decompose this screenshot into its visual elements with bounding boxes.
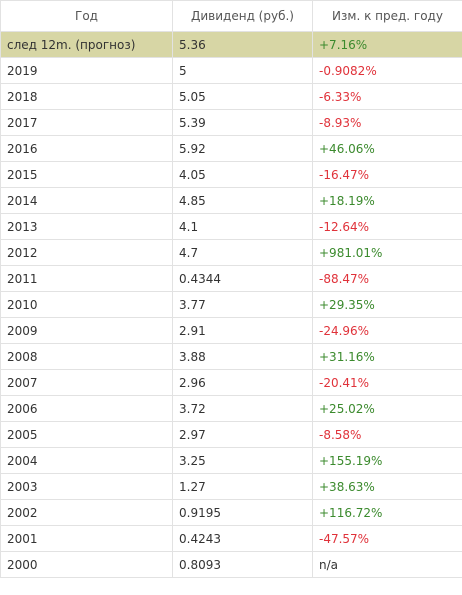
cell-year: 2015 [0, 161, 173, 188]
cell-change: -24.96% [312, 317, 462, 344]
cell-dividend: 0.4243 [172, 525, 313, 552]
cell-year: 2005 [0, 421, 173, 448]
cell-change: -12.64% [312, 213, 462, 240]
cell-change: -8.93% [312, 109, 462, 136]
cell-change: +31.16% [312, 343, 462, 370]
cell-change: +116.72% [312, 499, 462, 526]
table-row: 2015 4.05 -16.47% [0, 161, 462, 188]
table-row: 2002 0.9195 +116.72% [0, 499, 462, 526]
cell-year: 2014 [0, 187, 173, 214]
cell-dividend: 2.91 [172, 317, 313, 344]
cell-change: -6.33% [312, 83, 462, 110]
table-row: 2016 5.92 +46.06% [0, 135, 462, 162]
cell-year: 2000 [0, 551, 173, 578]
cell-year: 2011 [0, 265, 173, 292]
cell-dividend: 3.88 [172, 343, 313, 370]
cell-year: 2012 [0, 239, 173, 266]
cell-year: 2006 [0, 395, 173, 422]
cell-change: -47.57% [312, 525, 462, 552]
cell-year: 2019 [0, 57, 173, 84]
cell-dividend: 2.97 [172, 421, 313, 448]
cell-change: -20.41% [312, 369, 462, 396]
cell-change: +7.16% [312, 31, 462, 58]
cell-dividend: 5 [172, 57, 313, 84]
column-header-change: Изм. к пред. году [312, 0, 462, 32]
cell-change: +155.19% [312, 447, 462, 474]
table-row: 2003 1.27 +38.63% [0, 473, 462, 500]
cell-change: -8.58% [312, 421, 462, 448]
cell-change: n/a [312, 551, 462, 578]
table-header: Год Дивиденд (руб.) Изм. к пред. году [0, 0, 462, 32]
table-body: след 12m. (прогноз) 5.36 +7.16% 2019 5 -0.908… [0, 31, 462, 578]
table-row: 2000 0.8093 n/a [0, 551, 462, 578]
cell-change: -16.47% [312, 161, 462, 188]
cell-year: 2009 [0, 317, 173, 344]
cell-dividend: 4.85 [172, 187, 313, 214]
cell-dividend: 3.72 [172, 395, 313, 422]
table-row: 2011 0.4344 -88.47% [0, 265, 462, 292]
cell-year: след 12m. (прогноз) [0, 31, 173, 58]
table-row: 2012 4.7 +981.01% [0, 239, 462, 266]
table-row: 2007 2.96 -20.41% [0, 369, 462, 396]
cell-dividend: 1.27 [172, 473, 313, 500]
cell-dividend: 5.92 [172, 135, 313, 162]
table-row: 2008 3.88 +31.16% [0, 343, 462, 370]
cell-dividend: 0.9195 [172, 499, 313, 526]
cell-change: +46.06% [312, 135, 462, 162]
cell-change: +29.35% [312, 291, 462, 318]
cell-change: -0.9082% [312, 57, 462, 84]
column-header-year: Год [0, 0, 173, 32]
cell-year: 2002 [0, 499, 173, 526]
table-row: 2004 3.25 +155.19% [0, 447, 462, 474]
cell-change: +25.02% [312, 395, 462, 422]
table-row: 2013 4.1 -12.64% [0, 213, 462, 240]
cell-dividend: 4.05 [172, 161, 313, 188]
cell-year: 2018 [0, 83, 173, 110]
cell-dividend: 4.7 [172, 239, 313, 266]
cell-dividend: 2.96 [172, 369, 313, 396]
column-header-dividend: Дивиденд (руб.) [172, 0, 313, 32]
table-row: 2006 3.72 +25.02% [0, 395, 462, 422]
cell-change: +38.63% [312, 473, 462, 500]
table-row: 2019 5 -0.9082% [0, 57, 462, 84]
table-row: 2010 3.77 +29.35% [0, 291, 462, 318]
cell-change: -88.47% [312, 265, 462, 292]
table-row: 2001 0.4243 -47.57% [0, 525, 462, 552]
cell-year: 2017 [0, 109, 173, 136]
cell-year: 2016 [0, 135, 173, 162]
cell-dividend: 5.39 [172, 109, 313, 136]
dividend-history-table: Год Дивиденд (руб.) Изм. к пред. году сл… [0, 0, 462, 578]
cell-year: 2007 [0, 369, 173, 396]
cell-year: 2008 [0, 343, 173, 370]
cell-change: +981.01% [312, 239, 462, 266]
cell-dividend: 5.05 [172, 83, 313, 110]
cell-dividend: 5.36 [172, 31, 313, 58]
table-row: 2009 2.91 -24.96% [0, 317, 462, 344]
cell-year: 2010 [0, 291, 173, 318]
table-row-forecast: след 12m. (прогноз) 5.36 +7.16% [0, 31, 462, 58]
table-row: 2014 4.85 +18.19% [0, 187, 462, 214]
cell-dividend: 0.4344 [172, 265, 313, 292]
cell-dividend: 3.25 [172, 447, 313, 474]
cell-dividend: 3.77 [172, 291, 313, 318]
table-row: 2018 5.05 -6.33% [0, 83, 462, 110]
cell-year: 2001 [0, 525, 173, 552]
cell-dividend: 0.8093 [172, 551, 313, 578]
cell-year: 2004 [0, 447, 173, 474]
cell-year: 2003 [0, 473, 173, 500]
cell-year: 2013 [0, 213, 173, 240]
cell-dividend: 4.1 [172, 213, 313, 240]
table-row: 2017 5.39 -8.93% [0, 109, 462, 136]
header-row: Год Дивиденд (руб.) Изм. к пред. году [0, 0, 462, 32]
table-row: 2005 2.97 -8.58% [0, 421, 462, 448]
cell-change: +18.19% [312, 187, 462, 214]
